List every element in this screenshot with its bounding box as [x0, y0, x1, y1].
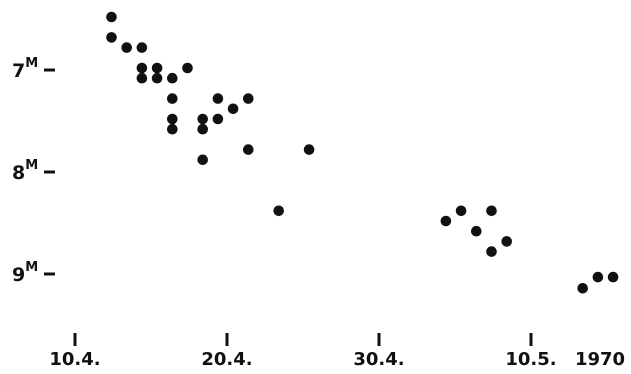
y-tick-label-1: 8M: [12, 158, 38, 184]
data-point-10: [167, 93, 178, 104]
data-point-17: [227, 103, 239, 115]
data-point-25: [471, 225, 482, 237]
data-point-6: [151, 62, 163, 74]
data-points: [106, 11, 619, 294]
y-axis: 7M 8M 9M: [12, 56, 55, 286]
data-point-29: [577, 283, 588, 294]
data-point-5: [136, 72, 148, 84]
x-tick-label-0: 10.4.: [49, 349, 100, 370]
data-point-27: [486, 246, 497, 257]
data-point-23: [440, 215, 452, 227]
data-point-26: [486, 205, 497, 217]
data-point-4: [136, 62, 148, 74]
data-point-28: [501, 236, 512, 247]
data-point-21: [303, 144, 315, 155]
x-tick-label-2: 30.4.: [353, 349, 404, 370]
data-point-2: [121, 42, 132, 53]
data-point-3: [136, 42, 148, 53]
data-point-15: [212, 93, 224, 104]
data-point-0: [106, 11, 117, 23]
data-point-12: [167, 123, 178, 135]
x-tick-label-3: 10.5.: [505, 349, 556, 370]
data-point-20: [197, 154, 208, 166]
data-point-18: [243, 93, 254, 104]
data-point-19: [243, 144, 254, 155]
data-point-11: [167, 113, 178, 125]
data-point-31: [607, 271, 619, 283]
data-point-9: [182, 62, 193, 74]
data-point-22: [273, 205, 285, 217]
x-tick-label-1: 20.4.: [201, 349, 252, 370]
y-tick-label-0: 7M: [12, 56, 38, 82]
data-point-1: [106, 32, 117, 43]
year-label: 1970: [575, 349, 625, 370]
data-point-7: [151, 72, 163, 84]
data-point-24: [455, 205, 467, 217]
data-point-14: [197, 123, 208, 135]
y-tick-label-2: 9M: [12, 260, 38, 286]
data-point-16: [212, 113, 224, 125]
x-axis: 10.4. 20.4. 30.4. 10.5.: [49, 333, 557, 370]
data-point-13: [197, 113, 208, 125]
data-point-8: [167, 72, 178, 84]
data-point-30: [592, 271, 604, 283]
